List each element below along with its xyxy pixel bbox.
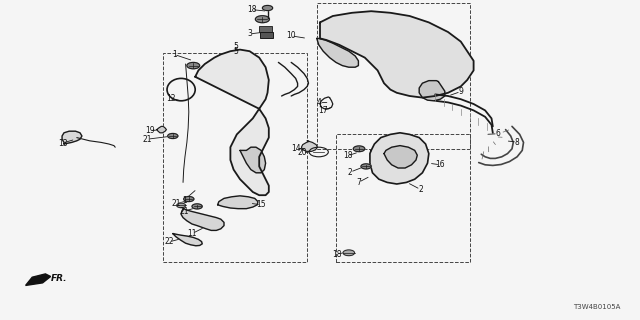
Text: 5: 5 [233,42,238,51]
Text: 21: 21 [180,207,189,216]
Polygon shape [26,274,51,285]
Text: 16: 16 [435,160,445,169]
Polygon shape [181,208,224,230]
Polygon shape [173,234,202,246]
Text: 1: 1 [182,196,187,204]
Bar [336,134,470,262]
Text: 17: 17 [317,106,328,115]
Circle shape [192,204,202,209]
Text: 18: 18 [333,250,342,259]
Text: 5: 5 [233,47,238,56]
Text: T3W4B0105A: T3W4B0105A [573,304,621,310]
Circle shape [184,196,194,202]
Text: 2: 2 [418,185,423,194]
Circle shape [343,250,355,256]
Text: 20: 20 [298,148,308,157]
Text: 19: 19 [145,126,155,135]
Circle shape [187,62,200,69]
Text: 18: 18 [343,151,352,160]
Circle shape [361,164,371,169]
Circle shape [177,203,186,208]
Text: 10: 10 [286,31,296,40]
Polygon shape [320,11,474,98]
Text: 11: 11 [188,229,196,238]
Text: 6: 6 [495,129,500,138]
Text: 18: 18 [247,5,256,14]
Polygon shape [317,38,358,67]
Polygon shape [218,196,258,209]
Bar [317,3,470,149]
Bar [260,32,273,38]
Polygon shape [195,50,269,195]
Polygon shape [301,141,317,151]
Text: 8: 8 [515,138,520,147]
Text: 15: 15 [256,200,266,209]
Polygon shape [62,131,82,144]
Circle shape [255,16,269,23]
Polygon shape [157,126,166,133]
Text: 9: 9 [458,87,463,96]
Circle shape [262,5,273,11]
Text: 21: 21 [143,135,152,144]
Text: 14: 14 [291,144,301,153]
Polygon shape [240,147,266,173]
Text: 3: 3 [247,29,252,38]
Text: FR.: FR. [51,274,68,283]
Text: 1: 1 [172,50,177,59]
Text: 2: 2 [348,168,353,177]
Text: 7: 7 [356,178,361,187]
Bar [163,53,307,262]
Text: 4: 4 [317,98,322,107]
Polygon shape [384,146,417,168]
Polygon shape [370,133,429,184]
Text: 12: 12 [166,94,175,103]
Polygon shape [419,81,445,101]
Circle shape [168,133,178,139]
Text: 22: 22 [164,237,173,246]
Text: 13: 13 [58,139,68,148]
Text: 21: 21 [172,199,180,208]
Bar [259,26,272,32]
Circle shape [353,146,365,152]
